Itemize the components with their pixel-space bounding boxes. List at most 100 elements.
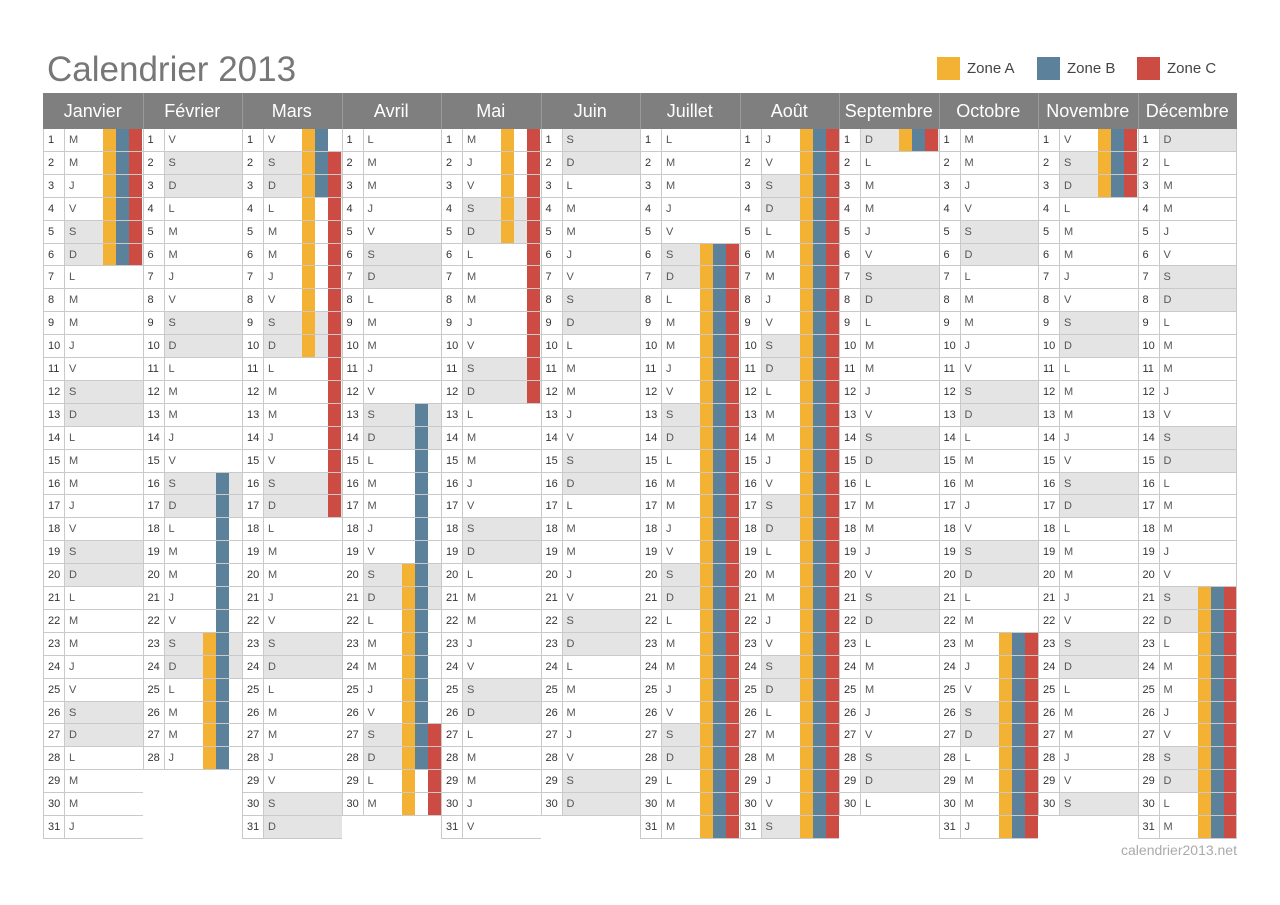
- weekend-shade: [960, 403, 1038, 427]
- row-divider: [242, 608, 342, 610]
- row-divider: [441, 700, 541, 702]
- header-divider: [142, 93, 144, 129]
- weekend-shade: [861, 747, 939, 771]
- weekday-letter: V: [865, 569, 873, 582]
- weekday-letter: D: [268, 340, 276, 353]
- day-number: 16: [346, 477, 359, 490]
- column-border: [43, 129, 44, 839]
- weekday-letter: J: [566, 729, 573, 742]
- weekend-shade: [463, 380, 541, 404]
- row-divider: [839, 723, 939, 725]
- weekday-letter: L: [467, 248, 474, 261]
- day-number: 13: [545, 408, 558, 421]
- day-number: 30: [48, 798, 61, 811]
- row-divider: [142, 150, 242, 152]
- day-number: 2: [247, 156, 254, 169]
- day-number: 26: [844, 706, 857, 719]
- weekend-shade: [861, 587, 939, 610]
- row-divider: [640, 746, 740, 748]
- weekend-shade: [562, 449, 640, 473]
- day-number: 7: [147, 271, 154, 284]
- weekday-letter: L: [765, 225, 772, 238]
- weekday-letter: J: [69, 179, 75, 192]
- day-number: 22: [645, 614, 658, 627]
- row-divider: [1038, 471, 1138, 473]
- row-divider: [1137, 150, 1237, 152]
- day-number: 12: [545, 385, 558, 398]
- row-divider: [540, 357, 640, 358]
- day-number: 6: [147, 248, 154, 261]
- weekday-letter: J: [367, 363, 374, 375]
- day-number: 1: [247, 134, 254, 146]
- weekday-letter: L: [964, 592, 971, 604]
- weekday-letter: M: [467, 294, 477, 307]
- row-divider: [142, 631, 242, 633]
- row-divider: [341, 448, 441, 450]
- weekend-shade: [960, 564, 1038, 587]
- row-divider: [341, 608, 441, 610]
- day-number: 12: [247, 385, 260, 398]
- weekday-letter: L: [168, 683, 175, 696]
- weekday-letter: S: [467, 363, 475, 375]
- row-divider: [1137, 654, 1237, 656]
- day-number: 3: [48, 179, 55, 192]
- weekend-shade: [264, 793, 342, 816]
- day-number: 18: [1142, 523, 1155, 536]
- day-number: 6: [1043, 248, 1050, 261]
- weekday-letter: L: [566, 660, 573, 673]
- column-border: [362, 129, 364, 816]
- day-number: 19: [1142, 546, 1155, 559]
- day-number: 7: [1142, 271, 1149, 284]
- vacation-bar-zone-b: [215, 472, 229, 771]
- row-divider: [640, 265, 740, 267]
- day-number: 2: [844, 156, 851, 169]
- weekday-letter: M: [268, 729, 278, 742]
- day-number: 1: [1043, 134, 1050, 146]
- vacation-bar-zone-b: [713, 243, 726, 839]
- weekday-letter: M: [1163, 683, 1173, 696]
- weekday-letter: V: [566, 271, 574, 284]
- row-divider: [739, 311, 839, 313]
- day-number: 15: [247, 454, 260, 467]
- weekday-letter: V: [367, 546, 375, 559]
- weekday-letter: L: [467, 569, 474, 582]
- row-divider: [341, 150, 441, 152]
- day-number: 8: [744, 294, 751, 307]
- day-number: 16: [446, 477, 459, 490]
- weekend-shade: [1060, 495, 1138, 519]
- row-divider: [839, 425, 939, 427]
- row-divider: [43, 815, 143, 816]
- weekday-letter: V: [467, 179, 475, 192]
- weekday-letter: D: [168, 500, 177, 513]
- day-number: 14: [844, 431, 857, 444]
- weekday-letter: V: [865, 408, 873, 421]
- weekday-letter: L: [1064, 683, 1071, 696]
- row-divider: [341, 311, 441, 313]
- row-divider: [839, 540, 939, 542]
- day-number: 7: [48, 271, 55, 284]
- weekday-letter: D: [666, 431, 674, 444]
- row-divider: [839, 677, 939, 679]
- day-number: 29: [1142, 775, 1155, 788]
- day-number: 18: [446, 523, 459, 536]
- weekday-letter: M: [168, 385, 178, 398]
- day-number: 29: [844, 775, 857, 788]
- day-number: 18: [744, 523, 757, 536]
- day-number: 10: [446, 340, 459, 353]
- weekday-letter: M: [865, 523, 875, 536]
- row-divider: [142, 379, 242, 381]
- row-divider: [242, 173, 342, 175]
- weekday-letter: D: [566, 637, 575, 650]
- row-divider: [441, 311, 541, 313]
- vacation-bar-zone-c: [129, 129, 142, 267]
- weekday-letter: L: [566, 340, 573, 353]
- day-number: 4: [247, 202, 254, 215]
- row-divider: [43, 311, 143, 313]
- day-number: 11: [545, 363, 557, 375]
- day-number: 9: [545, 317, 552, 330]
- day-number: 27: [1043, 729, 1056, 742]
- weekday-letter: L: [964, 752, 971, 765]
- row-divider: [540, 288, 640, 290]
- day-number: 18: [346, 523, 359, 536]
- row-divider: [1137, 173, 1237, 175]
